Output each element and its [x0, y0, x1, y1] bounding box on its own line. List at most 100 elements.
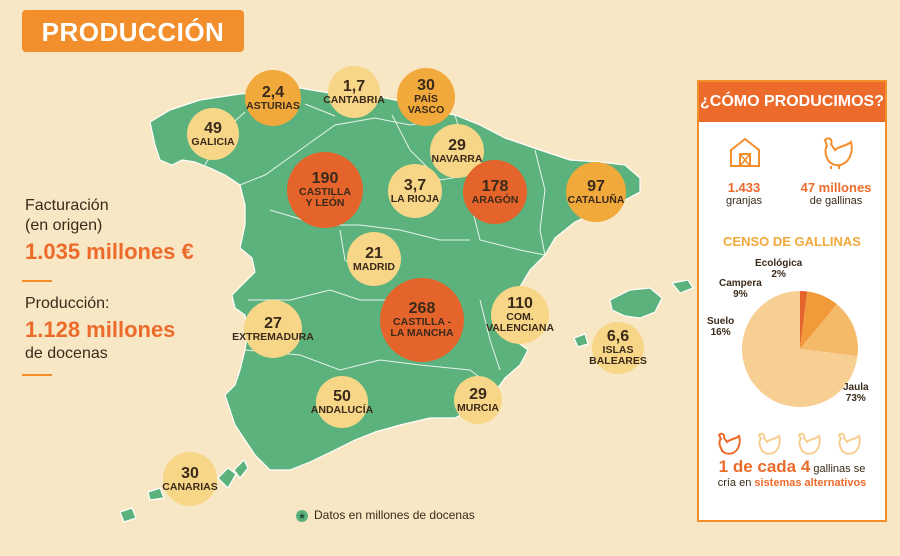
region-bubble-cantabria: 1,7 CANTABRIA — [323, 66, 385, 118]
region-name: LA RIOJA — [390, 192, 440, 205]
region-name: CANTABRIA — [323, 93, 385, 106]
hen-icon — [797, 432, 821, 455]
region-name-line2: VALENCIANA — [485, 322, 555, 334]
pie-label-pct: 73% — [845, 393, 866, 404]
pie-label-ecologica: Ecológica 2% — [755, 258, 802, 280]
canarias-shape-4 — [217, 467, 237, 489]
region-name: NAVARRA — [431, 152, 483, 165]
region-name: ASTURIAS — [246, 99, 300, 112]
hens-value: 47 millones — [800, 180, 872, 195]
billing-label-line2: (en origen) — [25, 217, 103, 234]
region-value: 27 — [264, 314, 282, 332]
farms-label: granjas — [725, 195, 763, 207]
pie-label-name: Suelo — [707, 316, 735, 327]
region-bubble-madrid: 21 MADRID — [347, 232, 401, 286]
region-bubble-la-rioja: 3,7 LA RIOJA — [388, 164, 442, 218]
region-name: CATALUÑA — [567, 193, 625, 206]
region-value: 29 — [469, 385, 487, 403]
barn-icon — [730, 137, 760, 167]
pie-label-pct: 2% — [771, 269, 786, 280]
divider — [22, 374, 52, 376]
hens-row — [717, 432, 861, 455]
footer-accent: sistemas alternativos — [754, 477, 867, 489]
production-value: 1.128 millones — [25, 317, 176, 342]
title-badge: PRODUCCIÓN — [22, 10, 244, 52]
region-name-line1: CASTILLA - — [393, 316, 451, 328]
menorca-shape — [671, 279, 694, 294]
region-value: 30 — [181, 464, 199, 482]
how-we-produce-panel: ¿CÓMO PRODUCIMOS? 1.433 granjas 47 millo… — [697, 80, 887, 522]
footer-line2: cría en — [717, 477, 755, 489]
hens-stat: 47 millones de gallinas — [791, 180, 881, 207]
region-bubble-cataluna: 97 CATALUÑA — [566, 162, 626, 222]
region-value: 1,7 — [342, 77, 366, 95]
region-name: ANDALUCÍA — [310, 403, 374, 416]
region-bubble-andalucia: 50 ANDALUCÍA — [311, 376, 373, 428]
region-bubble-pais-vasco: 30 PAÍS VASCO — [397, 68, 455, 126]
region-name-line2: Y LEÓN — [305, 197, 345, 209]
billing-label-line1: Facturación — [25, 197, 109, 214]
region-value: 190 — [311, 170, 339, 187]
region-bubble-baleares: 6,6 ISLAS BALEARES — [589, 322, 647, 374]
hen-icon — [823, 137, 853, 169]
region-value: 49 — [204, 119, 222, 137]
region-name: MADRID — [353, 260, 395, 273]
region-name: CANARIAS — [162, 480, 218, 493]
region-value: 29 — [448, 136, 466, 154]
region-bubble-valenciana: 110 COM. VALENCIANA — [486, 286, 554, 344]
ibiza-shape — [573, 333, 589, 348]
pie-slice-jaula — [742, 291, 858, 407]
region-value: 110 — [507, 295, 533, 312]
footer-big: 1 de cada 4 — [718, 457, 811, 476]
region-value: 30 — [417, 77, 435, 94]
region-name-line1: COM. — [506, 311, 534, 323]
hen-icon — [837, 432, 861, 455]
pie-label-campera: Campera 9% — [719, 278, 762, 300]
hen-icon — [717, 432, 741, 455]
region-name-line1: CASTILLA — [299, 186, 351, 198]
region-value: 178 — [481, 177, 509, 195]
region-bubble-extremadura: 27 EXTREMADURA — [232, 300, 314, 358]
legend-dot-icon: ★ — [296, 509, 308, 522]
mallorca-shape — [609, 287, 663, 319]
region-name-line1: ISLAS — [602, 344, 634, 356]
region-value: 268 — [408, 300, 436, 317]
map-legend: ★ Datos en millones de docenas — [296, 508, 475, 522]
region-name: GALICIA — [191, 135, 235, 148]
pie-label-suelo: Suelo 16% — [707, 316, 734, 338]
production-unit: de docenas — [25, 345, 108, 362]
pie-slice-ecológica — [800, 291, 808, 349]
region-bubble-murcia: 29 MURCIA — [454, 376, 502, 424]
region-value: 50 — [333, 387, 351, 405]
canarias-shape-1 — [119, 507, 137, 523]
page-title: PRODUCCIÓN — [41, 17, 225, 47]
region-value: 2,4 — [261, 83, 285, 101]
legend-text: Datos en millones de docenas — [314, 508, 475, 522]
region-value: 6,6 — [606, 328, 630, 345]
region-name: EXTREMADURA — [232, 330, 314, 343]
region-name-line1: PAÍS — [414, 93, 438, 105]
pie-label-name: Jaula — [843, 382, 869, 393]
region-name-line2: BALEARES — [589, 355, 647, 367]
billing-value: 1.035 millones € — [25, 239, 194, 264]
pie-label-pct: 16% — [710, 327, 731, 338]
region-bubble-galicia: 49 GALICIA — [187, 108, 239, 160]
pie-label-jaula: Jaula 73% — [843, 382, 869, 404]
hens-label: de gallinas — [809, 195, 863, 207]
pie-slice-suelo — [800, 304, 858, 357]
panel-heading: ¿CÓMO PRODUCIMOS? — [699, 82, 885, 122]
alternative-systems-note: 1 de cada 4 gallinas se cría en sistemas… — [704, 457, 880, 490]
region-bubble-castilla-la-mancha: 268 CASTILLA - LA MANCHA — [380, 278, 464, 362]
footer-mid: gallinas se — [810, 463, 866, 475]
region-bubble-castilla-leon: 190 CASTILLA Y LEÓN — [287, 152, 363, 228]
region-bubble-canarias: 30 CANARIAS — [162, 452, 218, 506]
farms-stat: 1.433 granjas — [709, 180, 779, 207]
census-pie-chart — [742, 291, 858, 407]
region-value: 97 — [587, 177, 605, 195]
region-name: ARAGÓN — [471, 193, 519, 206]
region-value: 21 — [365, 244, 383, 262]
region-name-line2: VASCO — [407, 104, 445, 116]
canarias-shape-2 — [147, 487, 165, 501]
divider — [22, 280, 52, 282]
pie-slice-campera — [800, 291, 837, 349]
